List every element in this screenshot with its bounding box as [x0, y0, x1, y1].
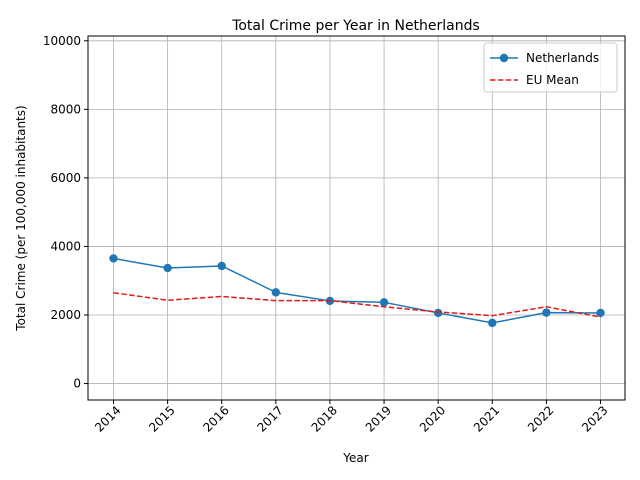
grid	[88, 36, 625, 400]
data-point-netherlands-2020	[433, 308, 443, 318]
y-axis: 0 2000 4000 6000 8000 10000	[43, 34, 88, 391]
y-tick-label: 2000	[50, 308, 81, 322]
legend: Netherlands EU Mean	[483, 42, 618, 93]
series-line-netherlands	[113, 257, 601, 324]
data-point-netherlands-2021	[488, 318, 497, 328]
data-point-netherlands-2015	[163, 263, 172, 273]
chart-title: Total Crime per Year in Netherlands	[231, 18, 480, 34]
y-tick-label: 8000	[50, 102, 81, 116]
x-axis-label: Year	[342, 451, 368, 465]
legend-label-eu-mean: EU Mean	[526, 73, 579, 87]
plot-frame	[87, 35, 626, 401]
series-layer	[109, 254, 605, 328]
data-point-netherlands-2022	[542, 308, 551, 317]
y-tick-label: 10000	[43, 34, 81, 48]
y-tick-label: 0	[73, 377, 81, 391]
data-point-netherlands-2023	[596, 308, 605, 318]
data-point-netherlands-2016	[217, 261, 226, 271]
y-axis-label: Total Crime (per 100,000 inhabitants)	[14, 105, 28, 331]
data-point-netherlands-2019	[379, 298, 389, 307]
legend-label-netherlands: Netherlands	[526, 51, 599, 65]
series-line-eu-mean	[113, 291, 601, 318]
legend-marker-netherlands	[499, 53, 509, 63]
y-tick-label: 6000	[50, 171, 81, 185]
y-tick-label: 4000	[50, 239, 81, 253]
data-point-netherlands-2017	[271, 288, 281, 297]
data-point-netherlands-2014	[109, 254, 118, 263]
